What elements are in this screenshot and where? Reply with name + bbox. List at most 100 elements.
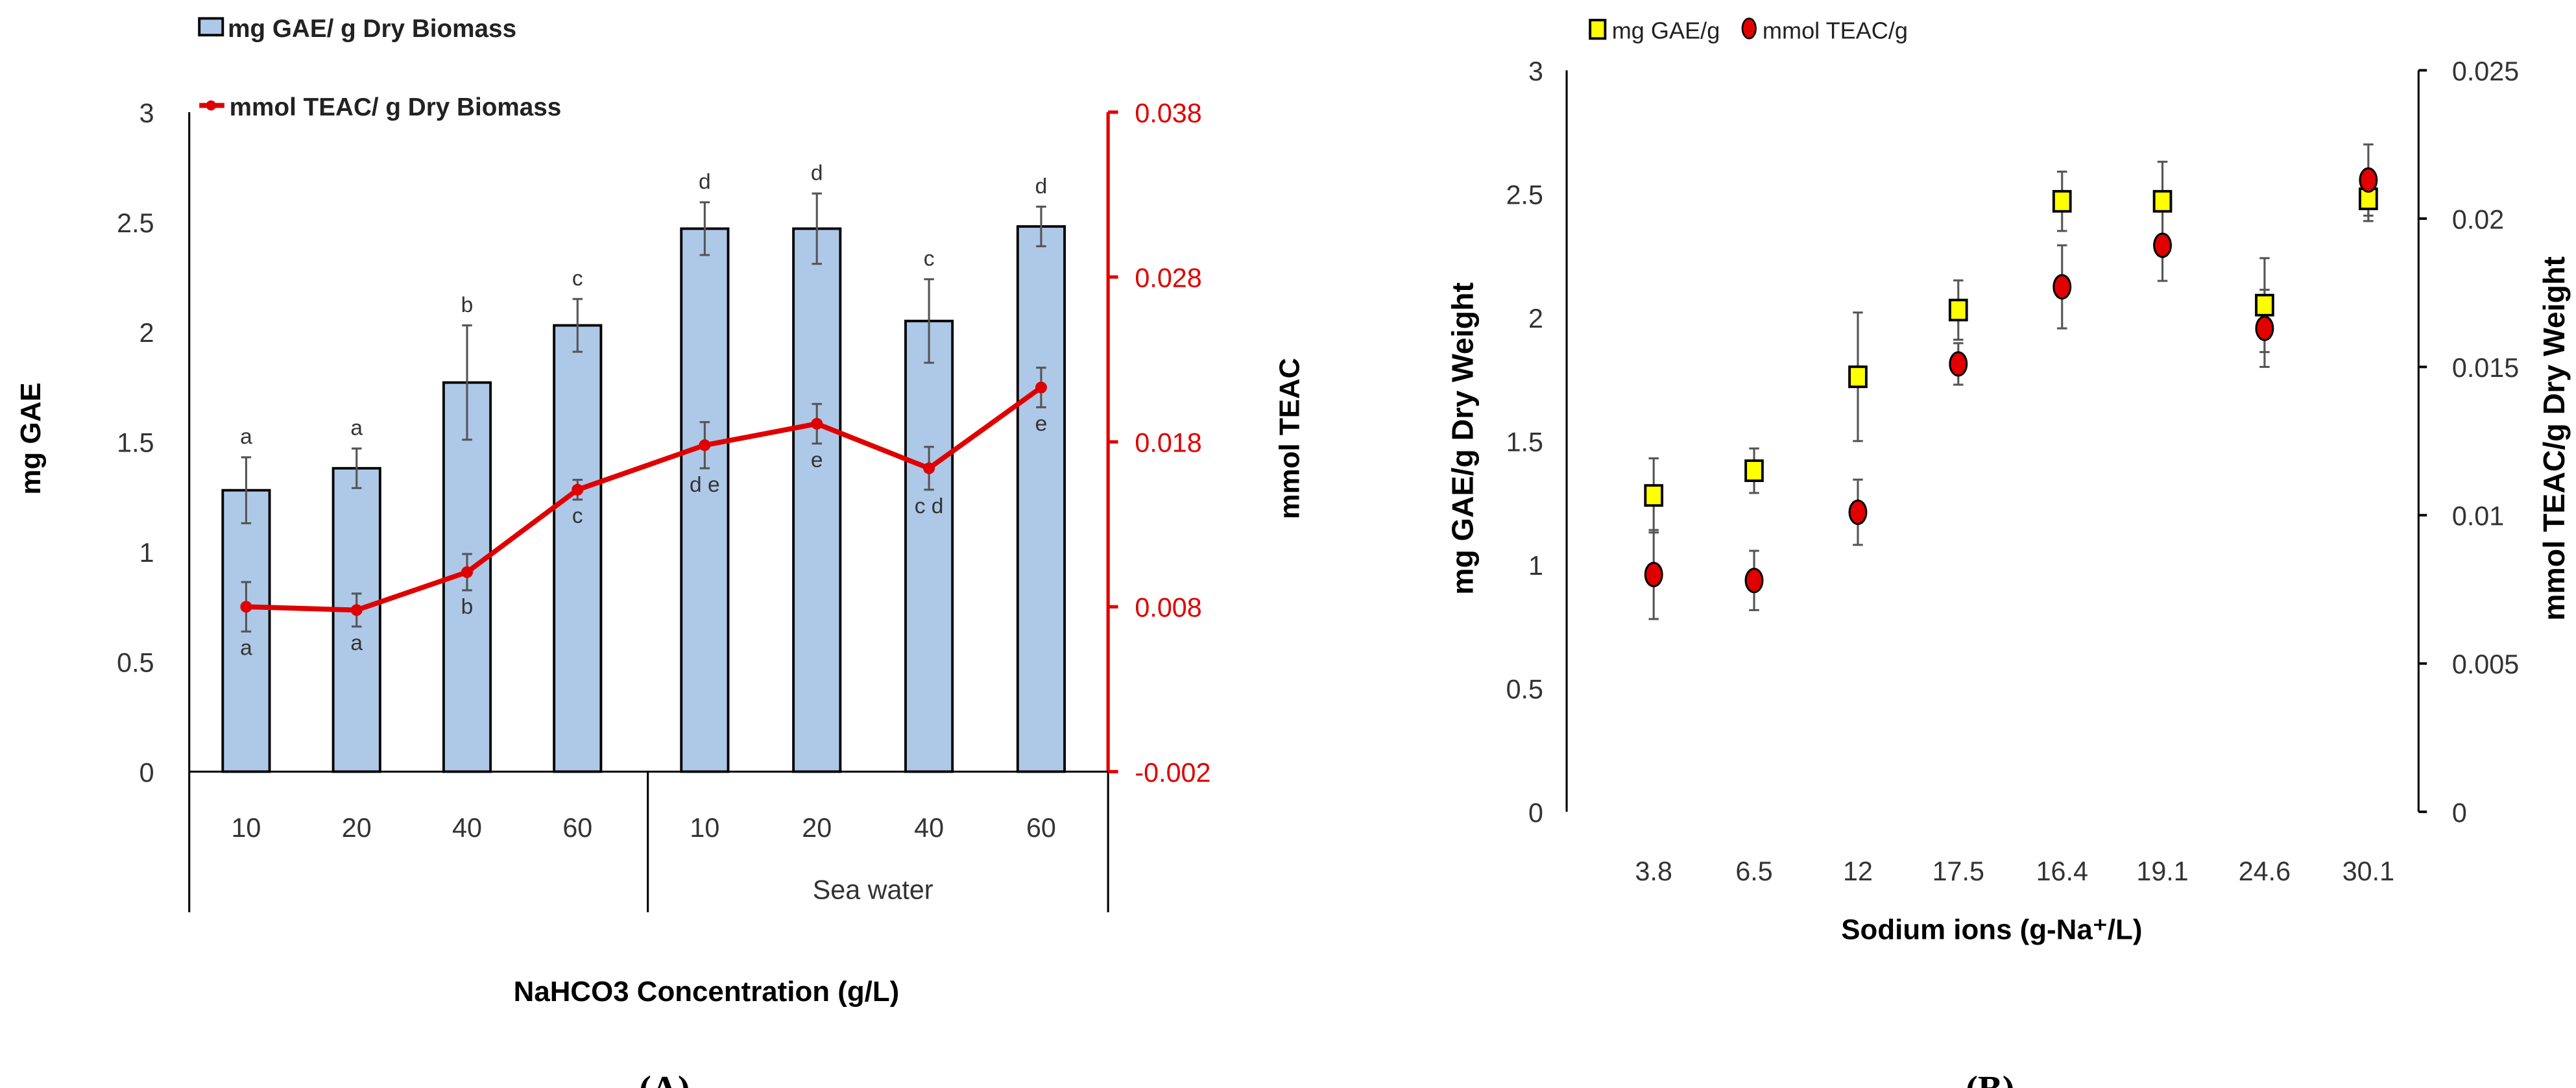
line-significance-letter: e bbox=[811, 448, 823, 472]
panel-a-xlabel: NaHCO3 Concentration (g/L) bbox=[514, 976, 900, 1008]
teac-point bbox=[2255, 315, 2274, 341]
line-significance-letter: c bbox=[572, 504, 583, 528]
x-tick-label: 60 bbox=[1026, 813, 1056, 843]
y2-tick-label: 0.038 bbox=[1135, 98, 1201, 128]
y-tick-label: 0.5 bbox=[1506, 674, 1543, 704]
legend-line-label: mmol TEAC/ g Dry Biomass bbox=[230, 93, 562, 121]
legend-bar-label: mg GAE/ g Dry Biomass bbox=[228, 15, 516, 43]
bar bbox=[904, 319, 954, 773]
bar-significance-letter: d bbox=[1035, 175, 1048, 199]
y2-tick-label: 0.028 bbox=[1135, 263, 1201, 293]
bar bbox=[553, 324, 603, 773]
panel-a-y2label: mmol TEAC bbox=[1273, 358, 1305, 520]
y-tick-label: 0 bbox=[139, 758, 154, 788]
line-point bbox=[699, 439, 711, 452]
x-tick-label: 16.4 bbox=[2036, 856, 2088, 886]
y2-tick-label: 0.02 bbox=[2452, 204, 2504, 234]
legend-circle-marker bbox=[1741, 18, 1757, 40]
bar-significance-letter: a bbox=[240, 425, 252, 449]
legend-line-marker bbox=[206, 100, 217, 111]
x-tick-label: 10 bbox=[231, 813, 261, 843]
y-tick-label: 3 bbox=[139, 98, 154, 128]
panel-b-xlabel: Sodium ions (g-Na⁺/L) bbox=[1841, 913, 2142, 945]
panel-b-ylabel: mg GAE/g Dry Weight bbox=[1446, 282, 1480, 595]
x-tick-label: 12 bbox=[1843, 856, 1873, 886]
x-tick-label: 17.5 bbox=[1932, 856, 1984, 886]
y-tick-label: 2.5 bbox=[1506, 180, 1543, 210]
line-point bbox=[572, 483, 584, 496]
bar bbox=[680, 227, 730, 773]
x-tick-label: 10 bbox=[690, 813, 719, 843]
teac-point bbox=[1949, 351, 1968, 377]
line-point bbox=[923, 462, 935, 474]
y2-tick-label: 0.005 bbox=[2452, 649, 2519, 679]
x-tick-label: 20 bbox=[342, 813, 372, 843]
y2-tick-label: -0.002 bbox=[1135, 758, 1210, 788]
panel-b-label: (B) bbox=[1966, 1069, 2015, 1088]
y2-tick-label: 0.008 bbox=[1135, 593, 1201, 623]
y-tick-label: 0.5 bbox=[117, 647, 154, 677]
line-point bbox=[240, 601, 252, 613]
line-point bbox=[811, 418, 823, 430]
panel-a-ylabel: mg GAE bbox=[15, 382, 47, 494]
bar-significance-letter: a bbox=[350, 417, 363, 441]
teac-point bbox=[1744, 568, 1764, 594]
gae-point bbox=[1948, 298, 1968, 322]
legend-gae-label: mg GAE/g bbox=[1612, 17, 1720, 43]
panel-b-y2label: mmol TEAC/g Dry Weight bbox=[2537, 256, 2571, 621]
x-tick-label: 6.5 bbox=[1735, 856, 1772, 886]
line-point bbox=[461, 566, 474, 578]
x-tick-label: 19.1 bbox=[2136, 856, 2188, 886]
line-significance-letter: a bbox=[240, 636, 252, 660]
y-tick-label: 2 bbox=[1528, 304, 1543, 333]
bar bbox=[1016, 225, 1066, 773]
panel-a-label: (A) bbox=[639, 1069, 690, 1088]
x-tick-label: 24.6 bbox=[2239, 856, 2291, 886]
y2-tick-label: 0.015 bbox=[2452, 353, 2519, 383]
y-tick-label: 3 bbox=[1528, 56, 1543, 86]
line-significance-letter: c d bbox=[915, 494, 944, 518]
teac-point bbox=[2153, 232, 2172, 258]
gae-point bbox=[1644, 484, 1664, 507]
y-tick-label: 1.5 bbox=[1506, 427, 1543, 457]
y2-tick-label: 0.018 bbox=[1135, 428, 1201, 458]
y-tick-label: 0 bbox=[1528, 798, 1543, 828]
line-significance-letter: a bbox=[350, 631, 363, 655]
x-tick-label: 30.1 bbox=[2342, 856, 2394, 886]
line-significance-letter: e bbox=[1035, 412, 1048, 436]
x-tick-label: 40 bbox=[914, 813, 944, 843]
teac-point bbox=[1848, 499, 1868, 526]
x-tick-label: 40 bbox=[452, 813, 482, 843]
y2-tick-label: 0.01 bbox=[2452, 502, 2504, 531]
y2-tick-label: 0.025 bbox=[2452, 56, 2519, 86]
bar-significance-letter: d bbox=[811, 162, 823, 186]
line-significance-letter: b bbox=[461, 595, 474, 619]
teac-point bbox=[2359, 167, 2378, 193]
line-significance-letter: d e bbox=[690, 473, 720, 497]
teac-point bbox=[2052, 274, 2072, 300]
line-point bbox=[350, 604, 363, 616]
gae-point bbox=[2052, 189, 2072, 213]
gae-point bbox=[2152, 189, 2173, 213]
legend-square-marker bbox=[1589, 19, 1607, 40]
bar-significance-letter: c bbox=[572, 267, 583, 291]
legend-teac-label: mmol TEAC/g bbox=[1763, 17, 1908, 43]
gae-point bbox=[1744, 459, 1764, 482]
gae-point bbox=[1848, 365, 1868, 389]
bar-significance-letter: d bbox=[699, 170, 711, 194]
bar-significance-letter: b bbox=[461, 293, 474, 317]
gae-point bbox=[2255, 293, 2274, 317]
x-tick-label: 20 bbox=[802, 813, 832, 843]
line-point bbox=[1035, 381, 1047, 394]
y-tick-label: 1 bbox=[1528, 551, 1543, 581]
group-label: Sea water bbox=[813, 875, 933, 904]
bar-significance-letter: c bbox=[924, 247, 935, 271]
bar bbox=[792, 227, 842, 773]
panel-b: mg GAE/g Dry Weight mmol TEAC/g Dry Weig… bbox=[1446, 17, 2571, 1088]
panel-a: mg GAE mmol TEAC NaHCO3 Concentration (g… bbox=[15, 15, 1305, 1088]
teac-point bbox=[1644, 561, 1663, 588]
legend-bar-swatch bbox=[198, 17, 224, 37]
y-tick-label: 2 bbox=[139, 318, 154, 348]
x-tick-label: 3.8 bbox=[1635, 856, 1672, 886]
y-tick-label: 1.5 bbox=[117, 428, 154, 458]
